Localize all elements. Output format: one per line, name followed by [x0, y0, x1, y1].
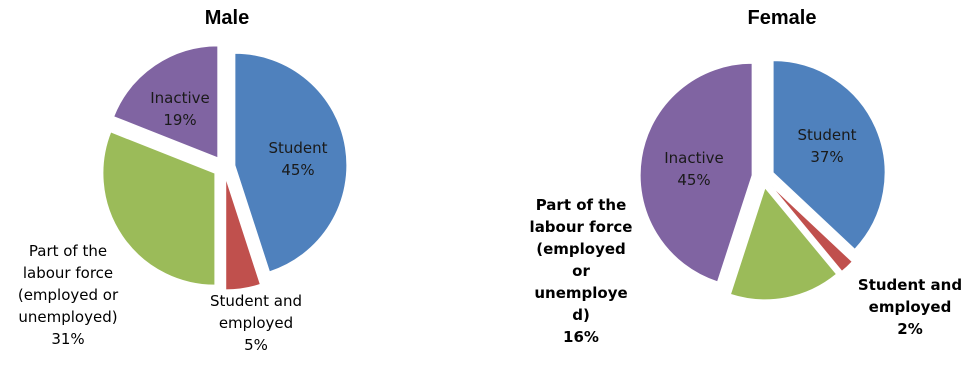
- male-pie-labels: Student 45% Student and employed 5% Part of t…: [18, 89, 328, 354]
- data-label-female-inactive: Inactive 45%: [664, 149, 724, 189]
- data-label-line: Student: [268, 139, 327, 157]
- data-label-line: employed: [869, 298, 952, 316]
- data-label-female-student: Student 37%: [797, 126, 856, 166]
- data-label-line: unemploye: [534, 284, 627, 302]
- data-label-line: Inactive: [150, 89, 210, 107]
- data-label-line: Inactive: [664, 149, 724, 167]
- data-label-male-inactive: Inactive 19%: [150, 89, 210, 129]
- data-label-line: Part of the: [536, 196, 627, 214]
- female-pie-labels: Student 37% Student and employed 2% Part of t…: [530, 126, 963, 346]
- data-label-line: 37%: [810, 148, 843, 166]
- data-label-line: labour force: [23, 264, 113, 282]
- data-label-line: 5%: [244, 336, 268, 354]
- data-label-line: or: [572, 262, 590, 280]
- data-label-male-part-of-the-labour-force-employed-or-unemployed: Part of the labour force (employed or unemp…: [18, 242, 119, 348]
- data-label-line: 45%: [677, 171, 710, 189]
- data-label-line: Student: [797, 126, 856, 144]
- pie-slice-male-student: [234, 52, 348, 273]
- data-label-line: Student and: [210, 292, 302, 310]
- male-pie-chart: Male Student 45% Student and employed 5% Part…: [18, 7, 348, 354]
- data-label-line: 19%: [163, 111, 196, 129]
- data-label-female-part-of-the-labour-force-employed-or-unemployed: Part of the labour force (employed or unempl…: [530, 196, 633, 346]
- data-label-line: 31%: [51, 330, 84, 348]
- pie-slice-male-inactive: [113, 45, 219, 159]
- data-label-line: 16%: [563, 328, 599, 346]
- pie-slice-male-student-and-employed: [225, 177, 261, 291]
- data-label-line: (employed or: [18, 286, 119, 304]
- data-label-line: labour force: [530, 218, 633, 236]
- female-pie-slices: [639, 60, 886, 301]
- female-pie-chart: Female Student 37% Student and employed 2% Pa…: [530, 7, 963, 346]
- data-label-line: 45%: [281, 161, 314, 179]
- male-pie-slices: [102, 45, 348, 291]
- pie-slice-female-part-of-the-labour-force-employed-or-unemployed: [729, 186, 838, 301]
- female-chart-title: Female: [748, 7, 817, 29]
- pie-slice-female-inactive: [639, 62, 753, 283]
- pie-slice-male-part-of-the-labour-force-employed-or-unemployed: [102, 131, 216, 286]
- data-label-line: 2%: [897, 320, 922, 338]
- pie-slice-female-student: [772, 60, 886, 251]
- data-label-male-student: Student 45%: [268, 139, 327, 179]
- data-label-line: (employed: [536, 240, 626, 258]
- data-label-female-student-and-employed: Student and employed 2%: [858, 276, 962, 338]
- data-label-line: Part of the: [29, 242, 107, 260]
- pie-slice-female-student-and-employed: [770, 184, 853, 273]
- data-label-line: d): [572, 306, 590, 324]
- data-label-line: Student and: [858, 276, 962, 294]
- data-label-line: employed: [219, 314, 293, 332]
- data-label-male-student-and-employed: Student and employed 5%: [210, 292, 302, 354]
- male-chart-title: Male: [205, 7, 249, 29]
- data-label-line: unemployed): [18, 308, 117, 326]
